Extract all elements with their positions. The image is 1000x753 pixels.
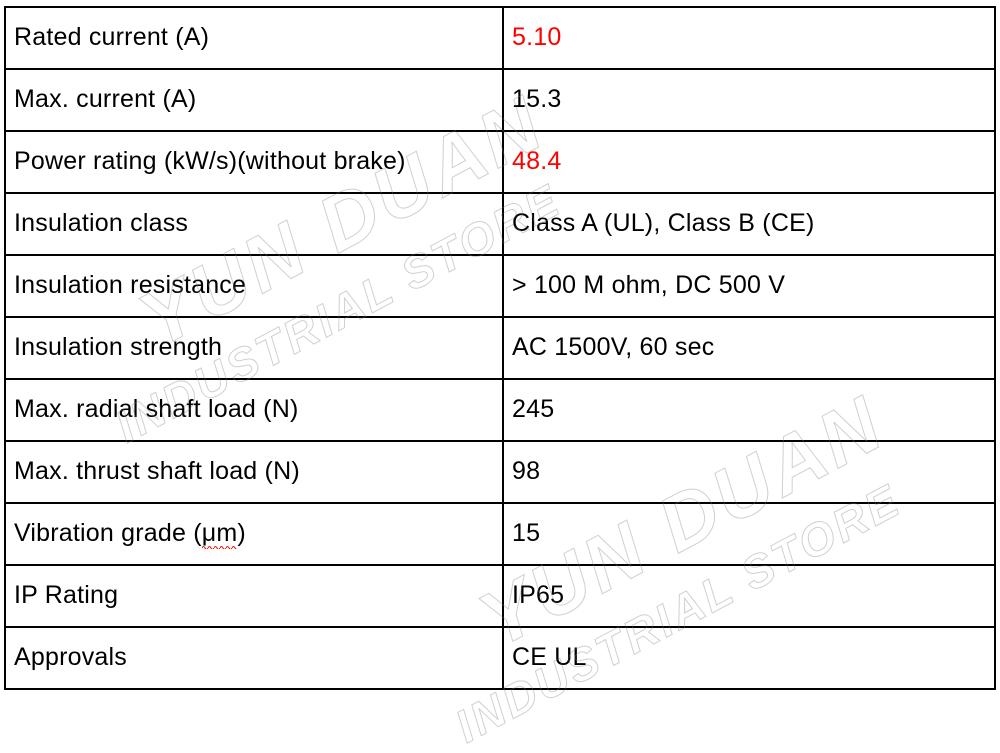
- table-row: Max. radial shaft load (N) 245: [5, 379, 995, 441]
- table-row: Rated current (A) 5.10: [5, 7, 995, 69]
- spec-label: Max. radial shaft load (N): [5, 379, 503, 441]
- spec-value: 15.3: [503, 69, 995, 131]
- spec-label-squiggle: μm: [202, 519, 238, 549]
- spec-label: Insulation strength: [5, 317, 503, 379]
- spec-label: Vibration grade (μm): [5, 503, 503, 565]
- spec-label-prefix: Vibration grade (: [14, 519, 202, 547]
- table-row: Vibration grade (μm) 15: [5, 503, 995, 565]
- table-row: Insulation class Class A (UL), Class B (…: [5, 193, 995, 255]
- spec-value: > 100 M ohm, DC 500 V: [503, 255, 995, 317]
- table-row: Insulation resistance > 100 M ohm, DC 50…: [5, 255, 995, 317]
- spec-value: 15: [503, 503, 995, 565]
- table-row: Approvals CE UL: [5, 627, 995, 689]
- table-row: Max. current (A) 15.3: [5, 69, 995, 131]
- spec-label-suffix: ): [237, 519, 246, 547]
- spec-value: AC 1500V, 60 sec: [503, 317, 995, 379]
- spec-value: CE UL: [503, 627, 995, 689]
- spec-value: 98: [503, 441, 995, 503]
- spec-label: Max. current (A): [5, 69, 503, 131]
- spec-label: Insulation resistance: [5, 255, 503, 317]
- spec-value: 5.10: [503, 7, 995, 69]
- table-row: IP Rating IP65: [5, 565, 995, 627]
- spec-label: Rated current (A): [5, 7, 503, 69]
- spec-value: Class A (UL), Class B (CE): [503, 193, 995, 255]
- table-row: Max. thrust shaft load (N) 98: [5, 441, 995, 503]
- table-row: Power rating (kW/s)(without brake) 48.4: [5, 131, 995, 193]
- spec-label: IP Rating: [5, 565, 503, 627]
- spec-value: 245: [503, 379, 995, 441]
- spec-table-container: Rated current (A) 5.10 Max. current (A) …: [4, 6, 996, 690]
- spec-label: Approvals: [5, 627, 503, 689]
- table-row: Insulation strength AC 1500V, 60 sec: [5, 317, 995, 379]
- spec-value: IP65: [503, 565, 995, 627]
- spec-label: Insulation class: [5, 193, 503, 255]
- spec-label: Max. thrust shaft load (N): [5, 441, 503, 503]
- spec-label: Power rating (kW/s)(without brake): [5, 131, 503, 193]
- spec-table: Rated current (A) 5.10 Max. current (A) …: [4, 6, 996, 690]
- spec-value: 48.4: [503, 131, 995, 193]
